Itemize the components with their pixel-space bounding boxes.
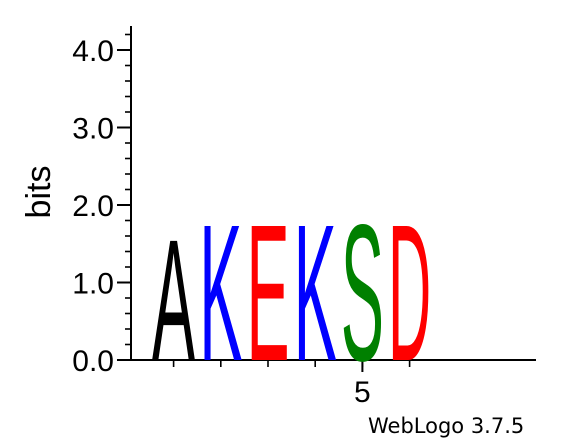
- x-tick-label: 5: [354, 376, 371, 409]
- logo-letter-a: A: [152, 204, 195, 397]
- logo-letter-e: E: [246, 184, 289, 401]
- logo-letter-k: K: [199, 184, 242, 401]
- y-tick-label: 0.0: [72, 345, 114, 378]
- weblogo-credit: WebLogo 3.7.5: [368, 414, 525, 438]
- x-axis: 5: [131, 359, 536, 409]
- logo-letter-s: S: [341, 184, 384, 401]
- logo-letter-k: K: [294, 184, 337, 401]
- y-axis: 0.0 1.0 2.0 3.0 4.0: [72, 26, 132, 378]
- y-axis-label: bits: [20, 166, 58, 219]
- y-tick-label: 1.0: [72, 268, 114, 301]
- y-tick-label: 2.0: [72, 190, 114, 223]
- logo-letter-d: D: [388, 184, 431, 402]
- y-tick-label: 3.0: [72, 113, 114, 146]
- y-tick-label: 4.0: [72, 35, 114, 68]
